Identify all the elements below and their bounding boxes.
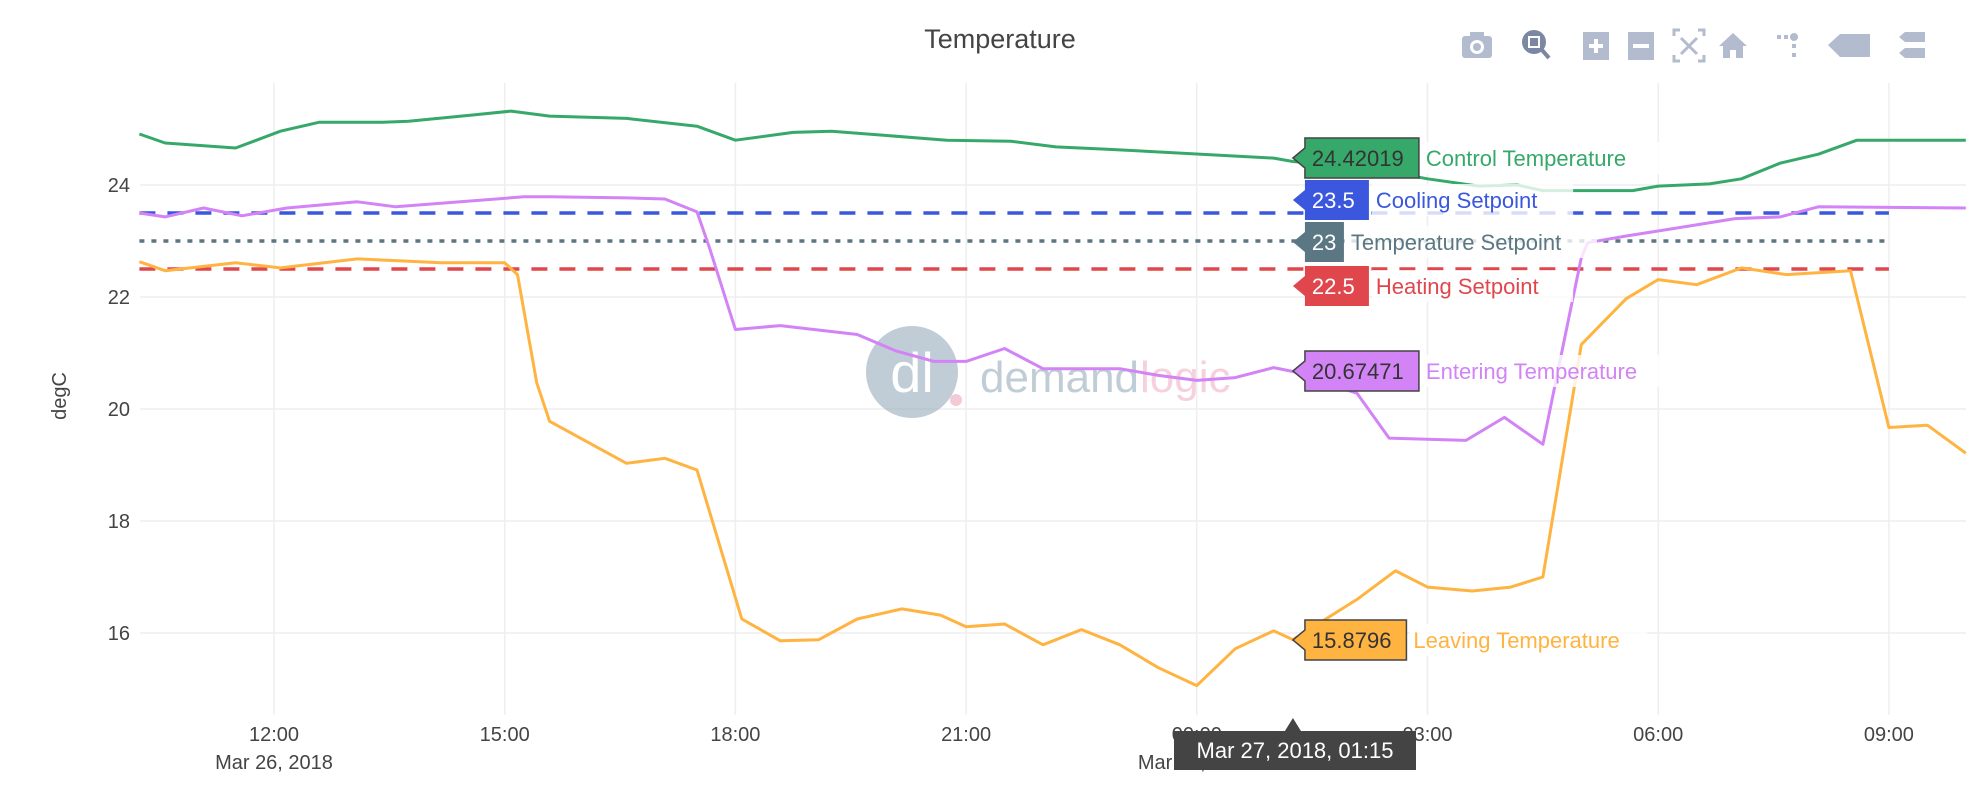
y-axis-label: degC [49,372,71,420]
hover-label: 15.8796 Leaving Temperature [1291,619,1648,661]
series-line-entering-temperature[interactable] [139,195,1966,446]
hover-label-box [1291,619,1408,661]
hover-label: 23 Temperature Setpoint [1292,222,1597,262]
x-tick-label: 21:00 [941,724,991,746]
hover-label-name-bg [1346,226,1597,258]
hover-label-value: 15.8796 [1312,628,1392,653]
spikelines-icon[interactable] [1770,26,1810,64]
zoom-out-icon[interactable] [1621,26,1661,64]
demand-logic-watermark: dl demand logic [866,326,1231,418]
hover-label-name-bg [1421,142,1660,174]
x-hover-tooltip-box [1174,718,1416,770]
x-tick-label: 06:00 [1633,724,1683,746]
hover-label-box [1292,266,1369,306]
hover-label: 23.5 Cooling Setpoint [1292,180,1574,220]
hover-label-name-bg [1421,355,1672,387]
y-tick-label: 24 [108,175,130,197]
hover-label-value: 22.5 [1312,274,1355,299]
x-tick-date-label: Mar 26, 2018 [215,752,333,774]
watermark-dot [950,394,962,406]
hover-closest-icon[interactable] [1828,26,1870,64]
autoscale-icon[interactable] [1669,26,1709,64]
hover-label-value: 23.5 [1312,188,1355,213]
camera-icon[interactable] [1457,26,1497,64]
modebar [1457,26,1925,64]
series-line-leaving-temperature[interactable] [138,257,1967,688]
y-tick-label: 20 [108,399,130,421]
hover-label: 24.42019 Control Temperature [1291,137,1660,179]
hover-label-box [1291,137,1420,179]
hover-label-name-bg [1409,624,1648,656]
hover-label-value: 24.42019 [1312,146,1404,171]
chart-title: Temperature [924,24,1076,54]
hover-label-box [1292,180,1369,220]
x-tick-label: 18:00 [710,724,760,746]
hover-label-name: Entering Temperature [1426,359,1637,384]
hover-label: 22.5 Heating Setpoint [1292,266,1574,306]
zoom-icon[interactable] [1517,26,1557,64]
hover-label-name: Temperature Setpoint [1351,230,1561,255]
hover-label-box [1292,222,1344,262]
hover-label-name: Heating Setpoint [1376,274,1539,299]
y-tick-label: 18 [108,511,130,533]
hover-label-name-bg [1371,270,1574,302]
hover-label-value: 20.67471 [1312,359,1404,384]
hover-label-name-bg [1371,184,1574,216]
x-tick-label: 12:00 [249,724,299,746]
hover-label-box [1291,350,1420,392]
home-icon[interactable] [1713,26,1753,64]
watermark-text-demand: demand [980,353,1139,402]
y-tick-label: 22 [108,287,130,309]
x-tick-label: 15:00 [480,724,530,746]
series-line-control-temperature[interactable] [138,109,1966,193]
hover-label: 20.67471 Entering Temperature [1291,350,1672,392]
hover-label-name: Leaving Temperature [1413,628,1619,653]
hover-label-name: Control Temperature [1426,146,1626,171]
hover-label-value: 23 [1312,230,1336,255]
y-tick-label: 16 [108,623,130,645]
x-hover-tooltip: Mar 27, 2018, 01:15 [1174,718,1416,770]
x-tick-label: 09:00 [1864,724,1914,746]
hover-label-name: Cooling Setpoint [1376,188,1537,213]
zoom-in-icon[interactable] [1576,26,1616,64]
x-hover-tooltip-text: Mar 27, 2018, 01:15 [1197,738,1394,763]
hover-labels: 24.42019 Control Temperature 23.5 Cooling S… [1174,137,1672,770]
hover-compare-icon[interactable] [1883,26,1925,64]
